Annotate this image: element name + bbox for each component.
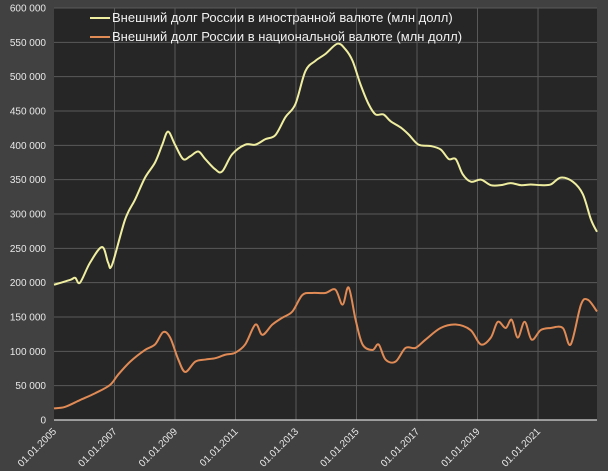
x-tick-label: 01.01.2009 (137, 426, 180, 469)
y-tick-label: 50 000 (15, 381, 46, 392)
x-tick-label: 01.01.2013 (258, 426, 301, 469)
legend: Внешний долг России в иностранной валюте… (90, 10, 462, 44)
x-axis-ticks: 01.01.2005 01.01.2007 01.01.2009 01.01.2011… (16, 426, 543, 469)
x-tick-label: 01.01.2011 (198, 426, 241, 469)
y-tick-label: 150 000 (10, 313, 47, 324)
x-tick-label: 01.01.2017 (379, 426, 422, 469)
y-tick-label: 550 000 (10, 38, 47, 49)
y-tick-label: 600 000 (10, 4, 47, 15)
y-tick-label: 450 000 (10, 107, 47, 118)
y-tick-label: 400 000 (10, 141, 47, 152)
legend-label-national: Внешний долг России в национальной валют… (112, 29, 462, 44)
series-lines (53, 42, 598, 410)
y-tick-label: 0 (40, 416, 46, 427)
y-tick-label: 500 000 (10, 72, 47, 83)
x-tick-label: 01.01.2007 (76, 426, 119, 469)
y-axis-ticks: 0 50 000 100 000 150 000 200 000 250 000 300 0… (10, 4, 47, 427)
gridlines (54, 7, 597, 420)
legend-item-foreign-currency: Внешний долг России в иностранной валюте… (90, 10, 453, 25)
legend-item-national-currency: Внешний долг России в национальной валют… (90, 29, 462, 44)
y-tick-label: 250 000 (10, 244, 47, 255)
y-tick-label: 100 000 (10, 347, 47, 358)
x-tick-label: 01.01.2005 (16, 426, 59, 469)
x-tick-label: 01.01.2019 (439, 426, 482, 469)
y-tick-label: 300 000 (10, 210, 47, 221)
legend-label-foreign: Внешний долг России в иностранной валюте… (112, 10, 453, 25)
x-tick-label: 01.01.2015 (318, 426, 361, 469)
y-tick-label: 350 000 (10, 175, 47, 186)
x-tick-label: 01.01.2021 (500, 426, 543, 469)
y-tick-label: 200 000 (10, 278, 47, 289)
